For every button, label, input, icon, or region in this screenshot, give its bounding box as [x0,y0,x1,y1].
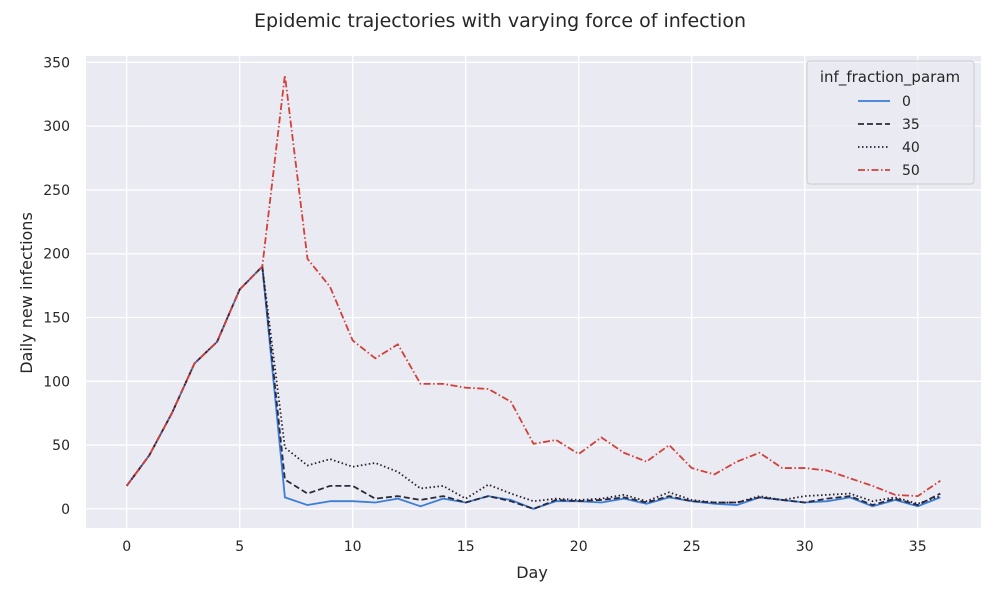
x-tick-label: 0 [122,539,131,555]
y-tick-label: 250 [43,183,70,199]
chart-title: Epidemic trajectories with varying force… [254,10,746,32]
legend-items: 0 35 40 50 [858,94,920,179]
series-lines [125,74,941,510]
y-tick-label: 350 [43,55,70,71]
x-tick-label: 25 [683,539,701,555]
legend: inf_fraction_param 0 35 40 50 [806,60,975,185]
x-tick-label: 35 [909,539,927,555]
legend-label-0: 0 [902,94,911,110]
y-tick-label: 0 [61,502,70,518]
x-tick-label: 30 [796,539,814,555]
legend-box [806,60,975,185]
y-tick-label: 200 [43,247,70,263]
y-tick-label: 150 [43,311,70,327]
y-axis-label: Daily new infections [17,212,36,374]
x-tick-label: 20 [570,539,588,555]
x-tick-label: 15 [457,539,475,555]
legend-label-40: 40 [902,140,920,156]
legend-label-50: 50 [902,163,920,179]
series-line-50 [125,74,941,498]
y-tick-label: 300 [43,119,70,135]
legend-label-35: 35 [902,117,920,133]
y-tick-label: 50 [52,438,70,454]
legend-title: inf_fraction_param [820,68,960,87]
series-line-35 [125,265,941,510]
x-axis-label: Day [516,563,548,582]
y-tick-label: 100 [43,374,70,390]
x-tick-label: 5 [235,539,244,555]
x-tick-label: 10 [344,539,362,555]
